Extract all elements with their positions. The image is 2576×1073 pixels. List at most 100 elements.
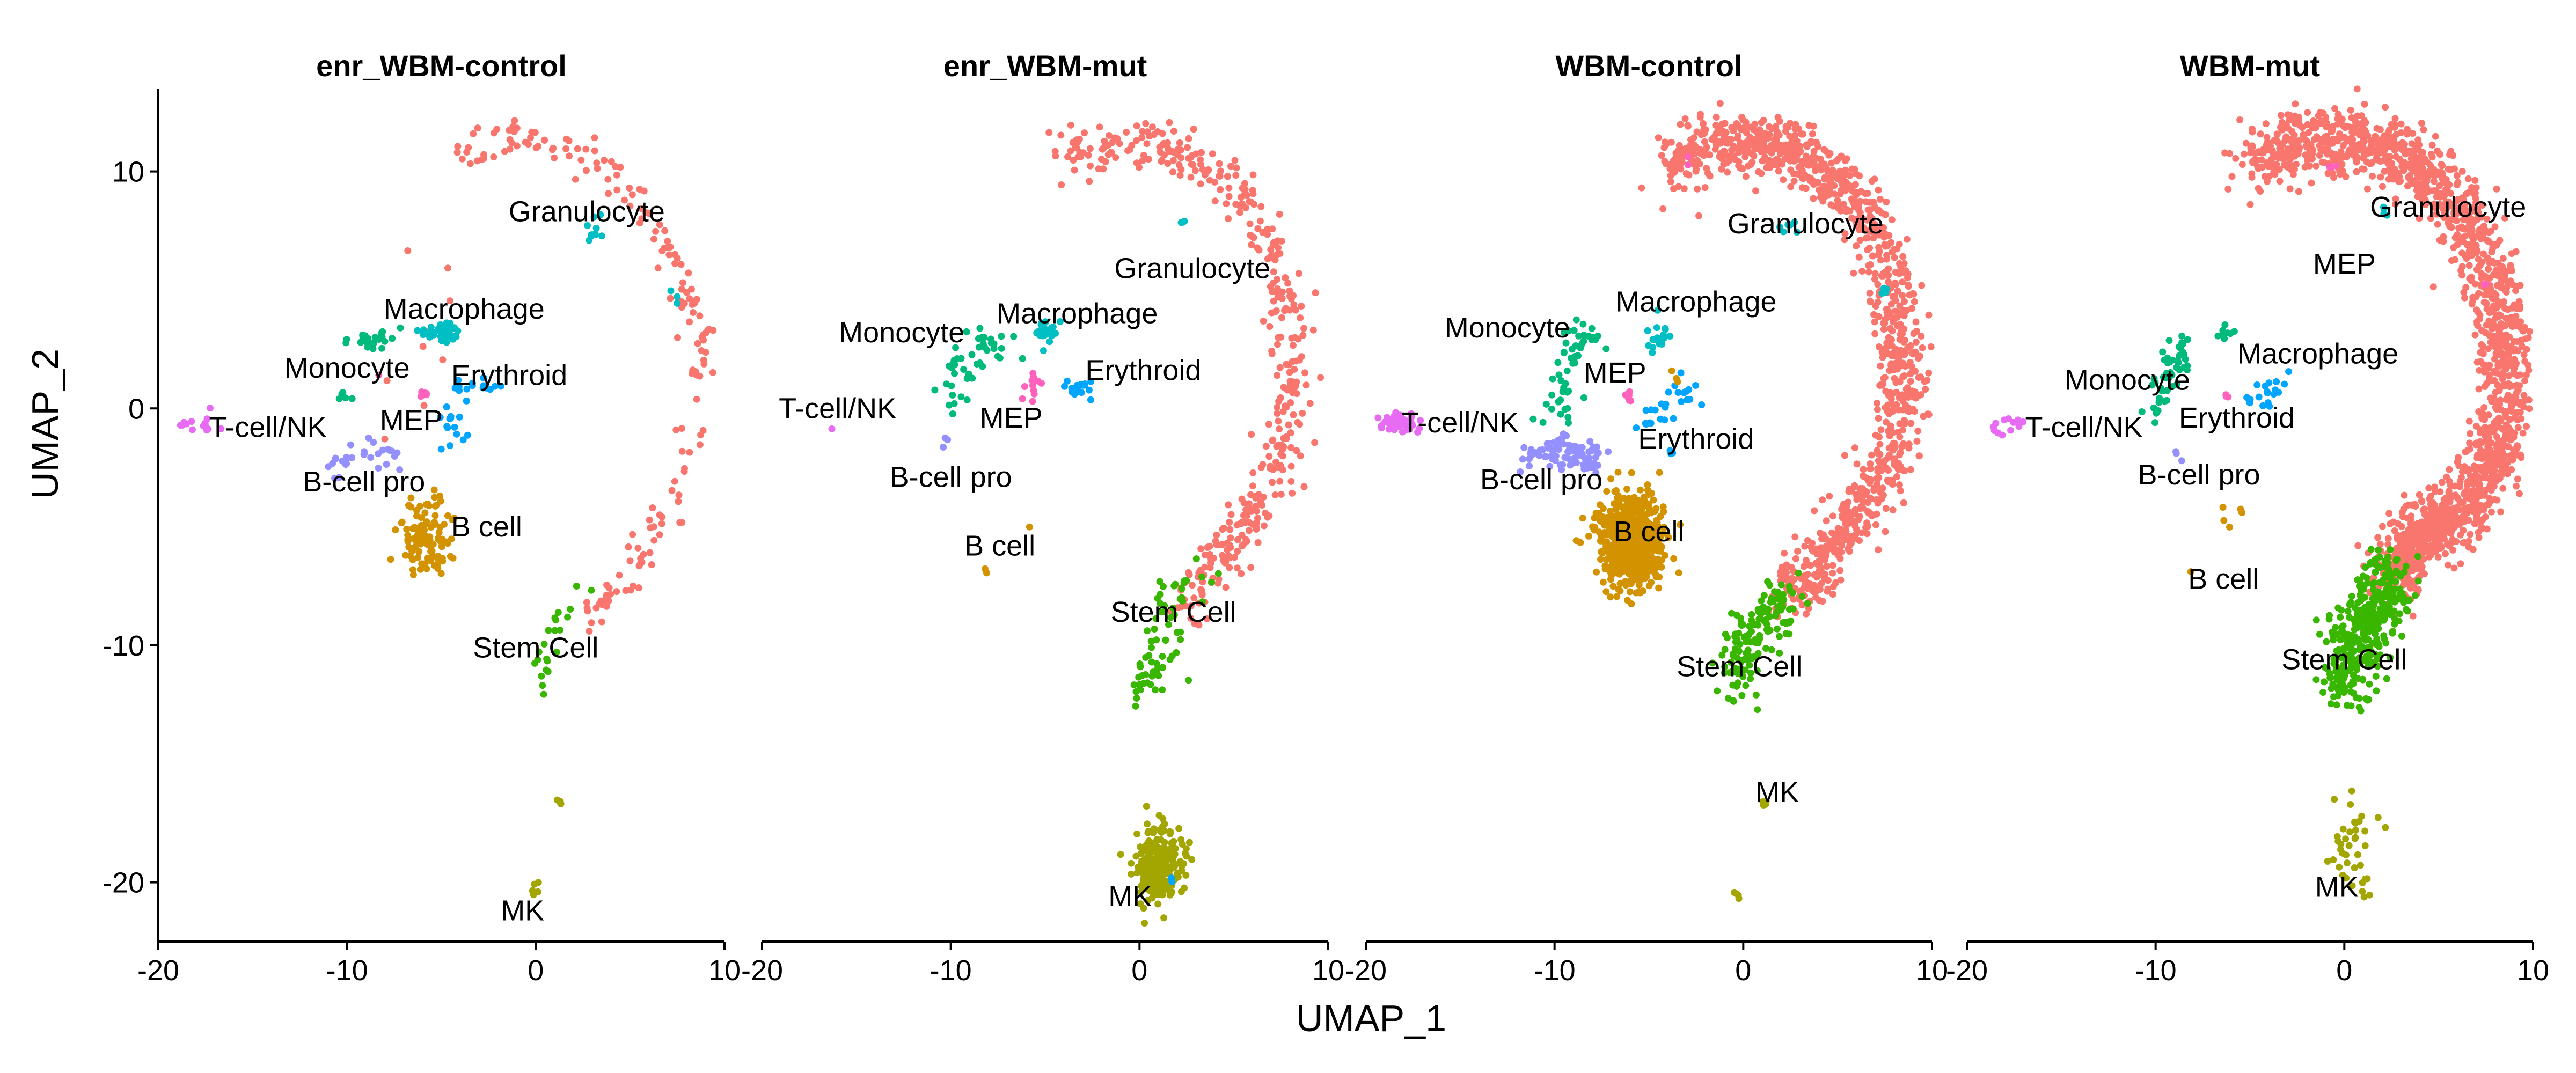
cell-point [1293, 447, 1300, 454]
cell-point [1766, 613, 1773, 620]
cell-point [1875, 207, 1883, 214]
cell-point [2399, 139, 2406, 146]
cell-point [1811, 155, 1819, 162]
cell-point [342, 339, 350, 347]
cell-point [2521, 324, 2528, 331]
cell-point [998, 344, 1005, 352]
cell-point [613, 171, 620, 179]
cell-point [421, 509, 429, 517]
cell-point [1239, 185, 1246, 192]
cell-point [1869, 215, 1876, 223]
cell-point [1191, 167, 1199, 174]
cell-point [1803, 141, 1810, 149]
cell-point [672, 426, 680, 433]
cell-point [1133, 869, 1141, 877]
cell-point [1607, 593, 1614, 601]
cell-point [1282, 274, 1289, 281]
cell-point [1907, 420, 1915, 427]
cell-point [2428, 141, 2436, 149]
cell-point [1884, 350, 1891, 357]
cell-point [426, 536, 433, 543]
cell-point [1854, 202, 1861, 210]
cell-point [1159, 815, 1167, 822]
cell-point [1774, 603, 1782, 610]
cell-point [2482, 513, 2489, 520]
cell-point [1238, 542, 1246, 550]
cell-point [1887, 422, 1894, 430]
cell-point [1220, 524, 1227, 532]
cell-point [612, 163, 619, 170]
cell-point [1278, 237, 1285, 245]
cell-point [463, 385, 471, 393]
cell-point [437, 497, 444, 505]
cell-point [2221, 149, 2229, 157]
cell-point [1603, 530, 1611, 538]
cell-point [1883, 255, 1891, 263]
cell-point [1701, 138, 1708, 145]
cell-point [1826, 493, 1833, 500]
cell-point [1626, 588, 1634, 596]
cell-point [950, 400, 958, 407]
cell-point [1614, 468, 1622, 476]
cell-point [525, 141, 532, 148]
cell-point [1312, 289, 1319, 297]
cell-point [2488, 325, 2496, 333]
cell-point [1124, 147, 1131, 155]
cell-point [2418, 120, 2425, 127]
cell-point [2436, 488, 2444, 496]
cell-point [626, 185, 633, 192]
cell-point [658, 247, 666, 255]
cell-point [564, 613, 572, 621]
cell-point [591, 134, 598, 142]
cell-point [1887, 362, 1895, 370]
cell-point [1803, 610, 1810, 618]
cell-point [1841, 236, 1848, 244]
cell-point [1612, 565, 1619, 573]
cell-point [664, 238, 671, 245]
cell-point [1862, 198, 1869, 205]
cell-point [1564, 414, 1572, 421]
cell-point [1642, 420, 1649, 427]
cell-point [1580, 394, 1587, 401]
cell-point [1287, 429, 1294, 437]
cell-point [1819, 496, 1826, 504]
cell-point [1033, 329, 1041, 337]
cell-point [1030, 387, 1037, 394]
cluster-label: T-cell/NK [779, 392, 896, 424]
cell-point [1602, 588, 1610, 596]
cell-point [1396, 419, 1403, 427]
cell-point [1869, 252, 1876, 260]
cell-point [1274, 251, 1281, 258]
cell-point [1117, 851, 1124, 858]
cell-point [1903, 236, 1911, 243]
cell-point [413, 506, 420, 514]
cell-point [1884, 401, 1892, 409]
cell-point [1692, 143, 1699, 150]
cell-point [370, 340, 377, 347]
cell-point [597, 211, 604, 218]
cell-point [1160, 608, 1167, 615]
cell-point [422, 520, 429, 528]
cell-point [2414, 543, 2422, 550]
cell-point [359, 333, 367, 340]
cell-point [1667, 450, 1675, 458]
cell-point [1269, 225, 1276, 233]
cell-point [702, 349, 709, 356]
cell-point [1270, 268, 1277, 276]
cell-point [1828, 169, 1836, 177]
cell-point [463, 397, 470, 405]
cell-point [1899, 278, 1906, 286]
cell-point [1851, 444, 1858, 452]
cell-point [1878, 290, 1886, 297]
cell-point [1123, 129, 1130, 136]
cell-point [1821, 174, 1828, 181]
cell-point [1170, 837, 1177, 845]
cell-point [1621, 528, 1629, 536]
cell-point [1140, 866, 1148, 874]
cell-point [1612, 505, 1620, 513]
cell-point [1247, 198, 1255, 205]
cell-point [1156, 826, 1163, 834]
cell-point [828, 425, 836, 432]
cell-point [1782, 144, 1789, 151]
cell-point [409, 566, 416, 574]
